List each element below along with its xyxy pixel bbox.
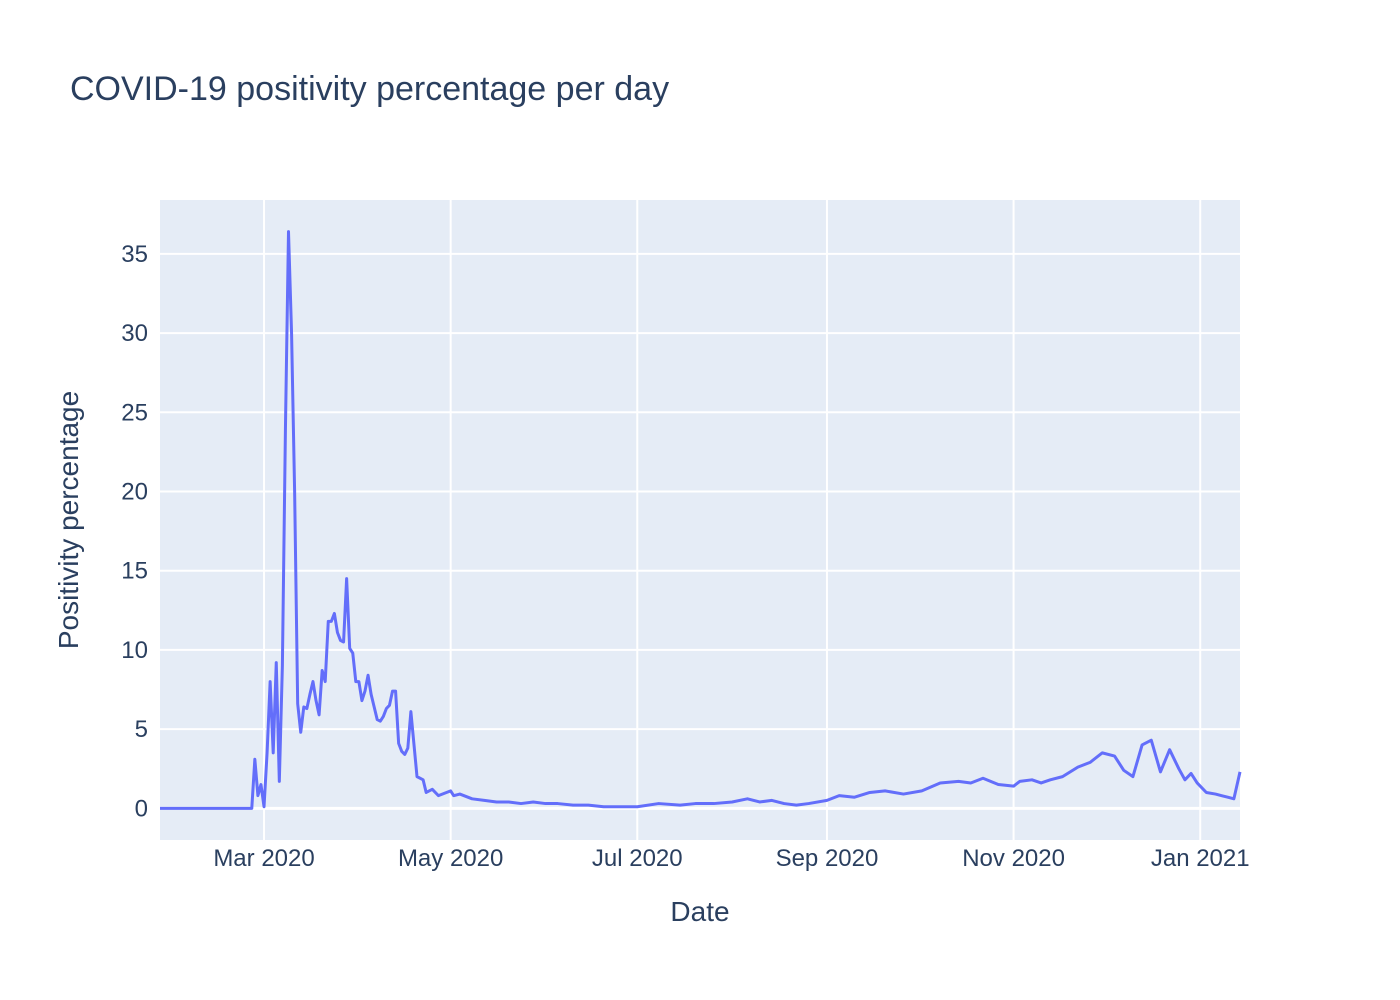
y-tick-label: 35 bbox=[121, 241, 148, 268]
y-axis-title: Positivity percentage bbox=[53, 391, 84, 649]
x-axis-title: Date bbox=[670, 896, 729, 927]
y-tick-label: 15 bbox=[121, 558, 148, 585]
y-tick-label: 30 bbox=[121, 320, 148, 347]
chart-title: COVID-19 positivity percentage per day bbox=[70, 70, 669, 108]
x-tick-label: May 2020 bbox=[398, 845, 503, 872]
y-tick-label: 0 bbox=[135, 795, 148, 822]
x-tick-label: Jan 2021 bbox=[1151, 845, 1250, 872]
x-tick-label: Nov 2020 bbox=[962, 845, 1065, 872]
x-tick-label: Mar 2020 bbox=[213, 845, 314, 872]
gridlines bbox=[160, 200, 1240, 840]
y-tick-label: 5 bbox=[135, 716, 148, 743]
x-axis-ticks: Mar 2020 May 2020 Jul 2020 Sep 2020 Nov 2020… bbox=[213, 845, 1249, 872]
plot-area bbox=[160, 200, 1240, 840]
y-tick-label: 20 bbox=[121, 478, 148, 505]
y-tick-label: 10 bbox=[121, 637, 148, 664]
positivity-line bbox=[160, 230, 1242, 810]
y-tick-label: 25 bbox=[121, 399, 148, 426]
x-tick-label: Jul 2020 bbox=[592, 845, 683, 872]
x-tick-label: Sep 2020 bbox=[776, 845, 879, 872]
y-axis-ticks: 0 5 10 15 20 25 30 35 bbox=[121, 241, 148, 822]
